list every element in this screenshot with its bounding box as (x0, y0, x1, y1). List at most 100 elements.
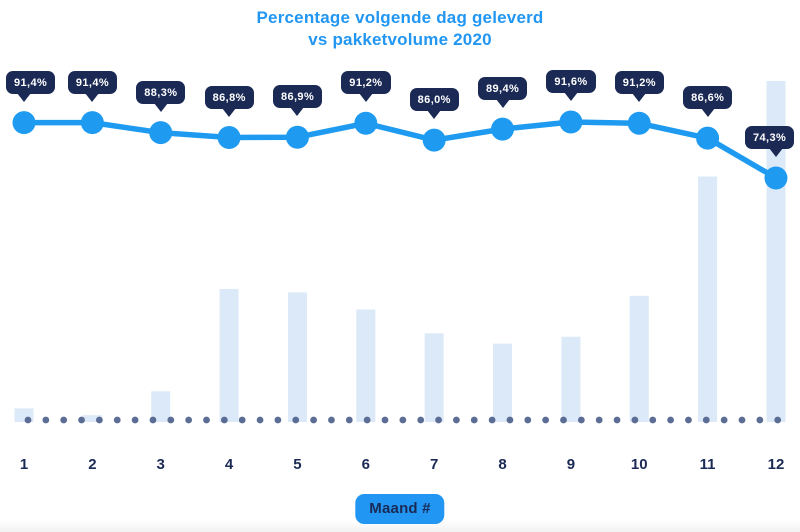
tooltip-tail (85, 92, 100, 102)
volume-bar-month-10 (629, 295, 649, 422)
volume-bar-month-3 (151, 391, 171, 422)
value-tooltip-month-11: 86,6% (683, 86, 733, 110)
baseline-dot (113, 416, 121, 424)
delivery-point-month-4 (217, 126, 241, 150)
baseline-dot (203, 416, 210, 424)
baseline-dot (506, 416, 514, 424)
baseline-dot (363, 416, 371, 424)
value-tooltip-month-12: 74,3% (745, 125, 795, 149)
baseline-dot (149, 416, 157, 424)
volume-bar-month-6 (356, 309, 376, 422)
volume-bar-month-12 (766, 81, 786, 422)
x-axis-tick-2: 2 (88, 456, 97, 473)
x-axis-tick-11: 11 (699, 456, 716, 473)
baseline-dot (577, 416, 585, 424)
baseline-dot (292, 416, 300, 424)
tooltip-tail (427, 110, 442, 120)
baseline-dot (399, 416, 407, 424)
baseline-dot (524, 416, 532, 424)
tooltip-tail (358, 93, 373, 103)
x-axis-tick-9: 9 (566, 456, 576, 473)
x-axis-tick-8: 8 (498, 456, 507, 473)
baseline-dot (310, 416, 317, 424)
tooltip-tail (700, 108, 715, 118)
delivery-point-month-6 (354, 111, 378, 135)
volume-bar-month-11 (698, 176, 718, 422)
baseline-dot (274, 416, 282, 424)
tooltip-tail (222, 107, 237, 117)
baseline-dot (542, 416, 550, 424)
tooltip-tail (495, 99, 510, 109)
baseline-dot (328, 416, 335, 424)
baseline-dot (667, 416, 674, 424)
tooltip-tail (153, 102, 168, 112)
baseline-dot (488, 416, 496, 424)
baseline-dot (60, 416, 68, 424)
baseline-dot (470, 416, 478, 424)
baseline-dot (435, 416, 442, 424)
baseline-dot (720, 416, 728, 424)
volume-bar-month-9 (561, 336, 581, 422)
x-axis-tick-12: 12 (767, 456, 785, 473)
delivery-point-month-1 (12, 111, 36, 135)
baseline-dot (613, 416, 621, 424)
tooltip-tail (17, 92, 31, 102)
x-axis-tick-3: 3 (156, 456, 165, 473)
x-axis-tick-4: 4 (224, 456, 234, 473)
delivery-point-month-3 (149, 121, 173, 145)
delivery-point-month-5 (285, 125, 309, 149)
volume-bar-month-5 (287, 292, 307, 422)
delivery-point-month-12 (764, 166, 788, 190)
delivery-point-month-9 (559, 110, 583, 134)
baseline-dot (649, 416, 657, 424)
volume-bar-month-7 (424, 333, 444, 422)
baseline-dot (167, 416, 175, 424)
baseline-dot (185, 416, 193, 424)
tooltip-tail (768, 147, 783, 157)
delivery-point-month-2 (80, 111, 104, 135)
x-axis-tick-7: 7 (429, 456, 439, 473)
baseline-dot (96, 416, 103, 424)
baseline-dot (78, 416, 85, 424)
baseline-dot (631, 416, 639, 424)
baseline-dot (345, 416, 353, 424)
baseline-dot (42, 416, 50, 424)
baseline-dot (238, 416, 246, 424)
delivery-point-month-10 (627, 111, 651, 135)
x-axis-title-badge: Maand # (355, 494, 445, 524)
delivery-point-month-7 (422, 128, 446, 152)
baseline-dot (702, 416, 710, 424)
value-tooltip-month-9: 91,6% (546, 69, 596, 93)
baseline-dot (381, 416, 389, 424)
chart-title: Percentage volgende dag geleverd vs pakk… (0, 7, 800, 51)
delivery-point-month-8 (491, 117, 515, 141)
value-tooltip-month-4: 86,8% (204, 85, 254, 109)
x-axis-tick-6: 6 (361, 456, 370, 473)
value-tooltip-month-7: 86,0% (409, 88, 459, 112)
volume-bar-month-2 (82, 415, 102, 422)
baseline-dot (453, 416, 460, 424)
delivery-point-month-11 (696, 126, 720, 150)
tooltip-tail (290, 107, 305, 117)
x-axis-tick-10: 10 (630, 456, 648, 473)
delivery-percentage-line (21, 119, 779, 181)
baseline-dot (256, 416, 264, 424)
chart-title-line1: Percentage volgende dag geleverd (256, 8, 544, 27)
value-tooltip-month-1: 91,4% (6, 70, 56, 94)
tooltip-tail (563, 91, 578, 101)
value-tooltip-month-3: 88,3% (136, 80, 186, 104)
x-axis-tick-5: 5 (293, 456, 302, 473)
value-tooltip-month-8: 89,4% (478, 77, 528, 101)
volume-bar-month-4 (219, 289, 239, 422)
baseline-dot (131, 416, 139, 424)
baseline-dot (738, 416, 746, 424)
baseline-dot (756, 416, 764, 424)
baseline-dot (560, 416, 567, 424)
value-tooltip-month-6: 91,2% (341, 71, 391, 95)
baseline-dot (220, 416, 228, 424)
volume-bar-month-8 (493, 343, 513, 422)
chart-title-line2: vs pakketvolume 2020 (308, 30, 492, 49)
baseline-dot (24, 416, 32, 424)
